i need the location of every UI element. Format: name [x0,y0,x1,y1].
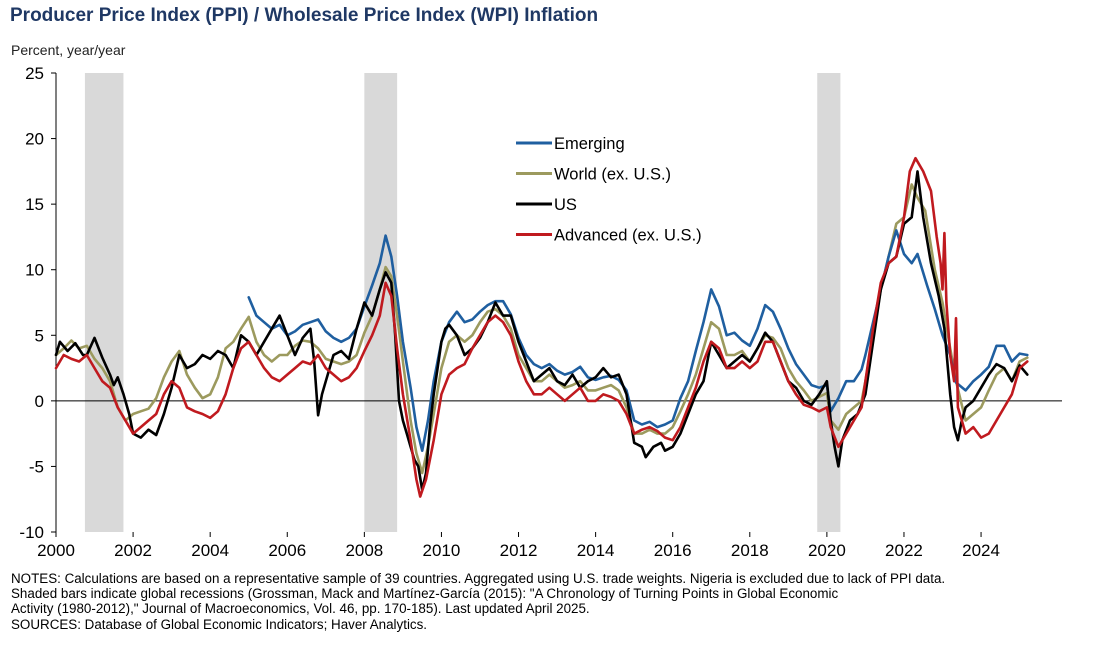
x-tick-label: 2002 [114,541,152,560]
series-line-world-ex-u-s [54,183,1029,475]
x-tick-label: 2014 [577,541,615,560]
notes-line: Shaded bars indicate global recessions (… [11,586,839,602]
x-tick-label: 2016 [654,541,692,560]
legend-label: Advanced (ex. U.S.) [554,227,702,245]
y-axis-unit-label: Percent, year/year [11,42,126,58]
y-tick-label: 10 [25,261,44,280]
series-lines [54,156,1029,498]
y-tick-label: -5 [29,457,44,476]
series-line-advanced-ex-u-s [54,156,1029,498]
x-tick-label: 2008 [345,541,383,560]
y-tick-label: 0 [35,392,44,411]
y-tick-label: 15 [25,195,44,214]
x-tick-label: 2012 [500,541,538,560]
y-tick-label: 25 [25,64,44,83]
series-line-us [54,170,1029,492]
recession-bar [84,73,124,532]
y-tick-label: 20 [25,130,44,149]
x-tick-label: 2022 [885,541,923,560]
y-tick-label: 5 [35,326,44,345]
legend: Emerging World (ex. U.S.) US Advanced (ex. … [516,135,702,245]
y-tick-label: -10 [19,523,44,542]
series-line-emerging [247,229,1029,452]
x-tick-label: 2020 [808,541,846,560]
recession-shading [84,73,841,532]
recession-bar [817,73,841,532]
x-tick-label: 2006 [268,541,306,560]
legend-label: US [554,196,577,214]
x-tick-label: 2004 [191,541,229,560]
x-tick-label: 2018 [731,541,769,560]
notes-line: SOURCES: Database of Global Economic Ind… [11,616,428,632]
notes-line: NOTES: Calculations are based on a repre… [11,571,946,586]
x-tick-label: 2024 [962,541,1000,560]
axes: -10 -5 0 5 10 15 20 25 2000 2002 2004 2006 2008 2010 2… [19,64,1062,560]
line-chart: -10 -5 0 5 10 15 20 25 2000 2002 2004 2006 2008 2010 2… [19,64,1062,560]
notes-line: Activity (1980-2012)," Journal of Macroe… [11,601,590,617]
chart-title: Producer Price Index (PPI) / Wholesale P… [10,5,599,26]
x-tick-label: 2010 [423,541,461,560]
x-tick-label: 2000 [37,541,75,560]
legend-label: Emerging [554,135,625,153]
chart-notes: NOTES: Calculations are based on a repre… [11,571,1086,632]
legend-label: World (ex. U.S.) [554,166,671,184]
